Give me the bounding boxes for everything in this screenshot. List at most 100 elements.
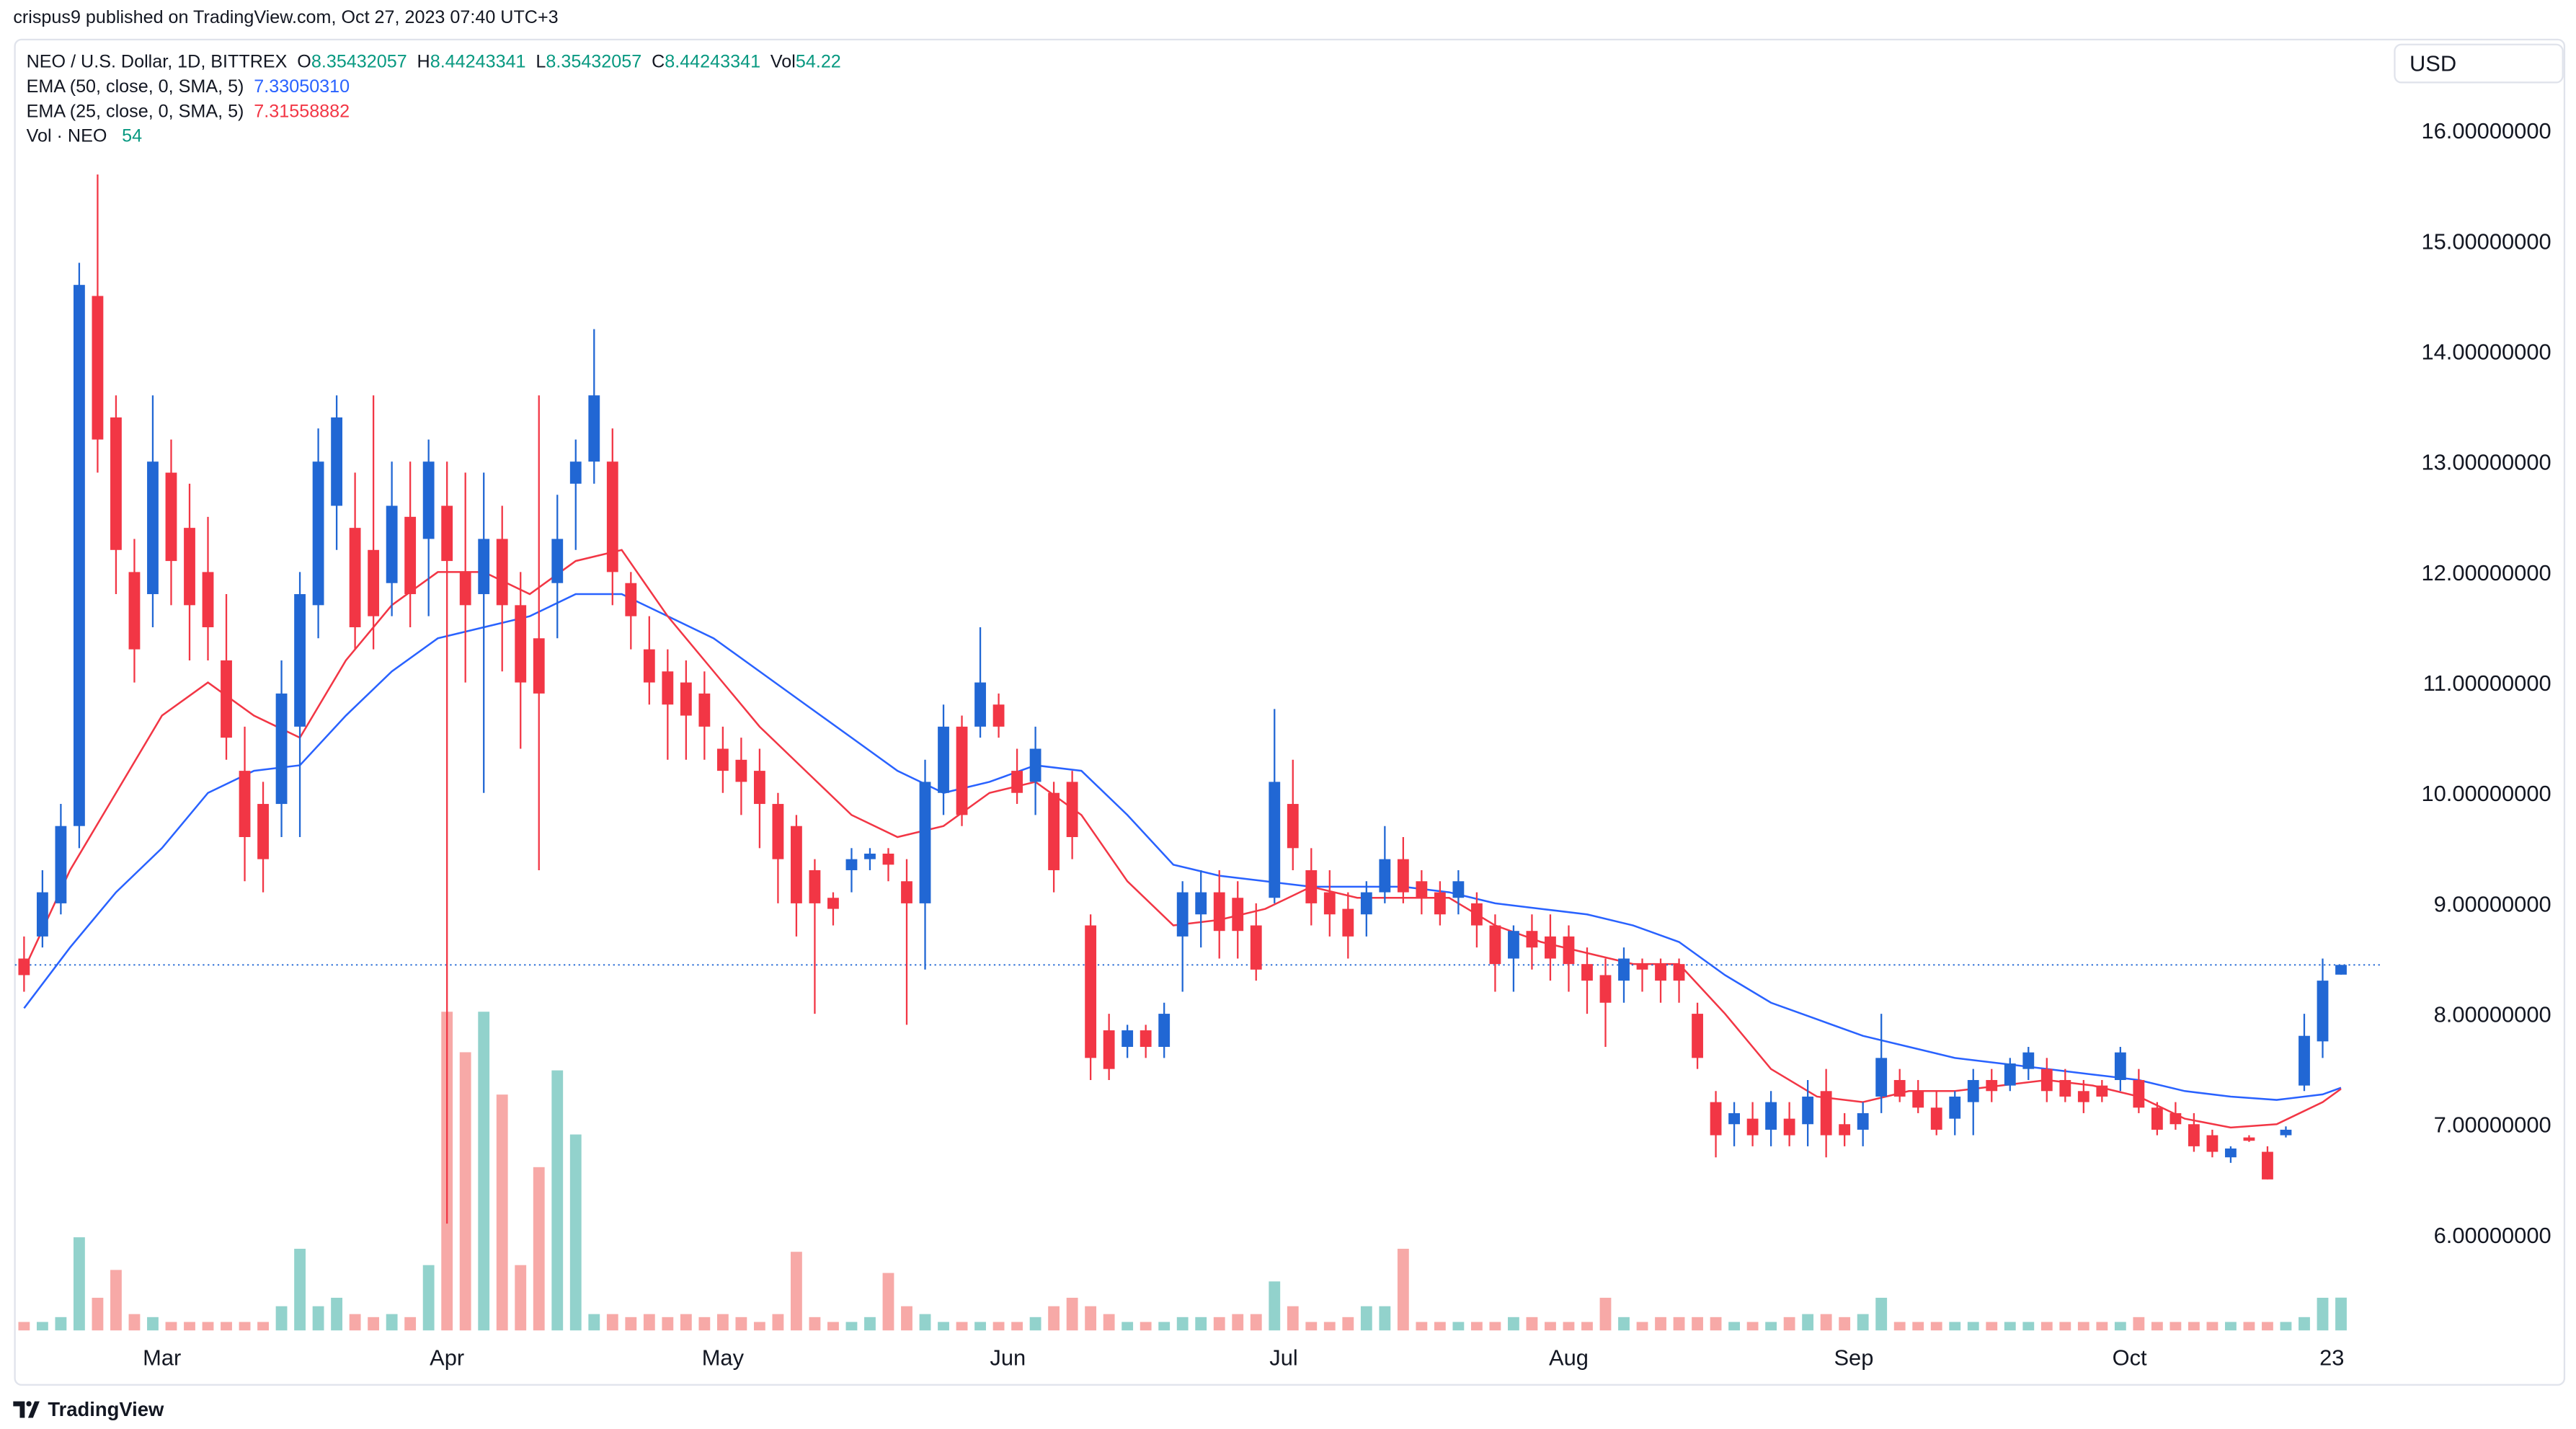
volume-bar — [1011, 1322, 1023, 1331]
volume-bar — [1287, 1306, 1299, 1331]
ohlc-value: 8.44243341 — [430, 52, 526, 72]
candle-body — [386, 505, 398, 583]
candle-body — [992, 704, 1005, 727]
volume-bar — [165, 1322, 177, 1331]
volume-bar — [55, 1317, 67, 1331]
candle-body — [1857, 1112, 1869, 1130]
ohlc-value: 8.35432057 — [546, 52, 641, 72]
candle-body — [55, 826, 67, 903]
legend-ohlc: NEO / U.S. Dollar, 1D, BITTREX O8.354320… — [27, 52, 841, 72]
candle-body — [2169, 1112, 2182, 1125]
candle-body — [2188, 1124, 2200, 1146]
volume-bar — [2317, 1297, 2329, 1331]
volume-bar — [753, 1322, 765, 1331]
candle-body — [128, 572, 141, 650]
candle-body — [18, 958, 30, 975]
candle-body — [2299, 1035, 2310, 1086]
candle-body — [2225, 1148, 2237, 1158]
candle-body — [1269, 782, 1281, 898]
candle-body — [1599, 975, 1612, 1003]
candle-body — [147, 461, 159, 595]
volume-bar — [864, 1317, 876, 1331]
volume-bar — [1820, 1314, 1832, 1331]
candle-body — [331, 417, 343, 506]
candle-body — [2059, 1079, 2071, 1097]
candle-body — [496, 539, 508, 606]
candle-body — [1636, 964, 1648, 970]
candle-body — [221, 660, 232, 738]
candle-body — [368, 549, 380, 616]
legend-ema25: EMA (25, close, 0, SMA, 5) 7.31558882 — [27, 101, 350, 121]
candle-body — [239, 771, 251, 838]
ohlc-label: L — [536, 52, 546, 72]
volume-bar — [588, 1314, 600, 1331]
volume-bar — [2169, 1322, 2182, 1331]
volume-bar — [1673, 1317, 1685, 1331]
candle-body — [551, 539, 564, 583]
volume-bar — [404, 1317, 417, 1331]
candle-body — [643, 649, 655, 683]
volume-bar — [1085, 1306, 1097, 1331]
volume-bar — [1875, 1297, 1888, 1331]
volume-bar — [2335, 1297, 2347, 1331]
volume-bar — [202, 1322, 214, 1331]
ohlc-label: O — [297, 52, 311, 72]
volume-bar — [533, 1167, 545, 1331]
volume-bar — [1048, 1306, 1060, 1331]
y-tick-label: 7.00000000 — [2434, 1112, 2551, 1138]
candle-body — [533, 638, 545, 694]
candle-body — [809, 870, 821, 903]
candle-body — [1048, 792, 1060, 870]
ohlc-label: H — [417, 52, 430, 72]
volume-bar — [2151, 1322, 2163, 1331]
volume-bar — [1508, 1317, 1519, 1331]
volume-bar — [1839, 1317, 1851, 1331]
candle-body — [1893, 1079, 1906, 1097]
x-tick-label: 23 — [2319, 1345, 2344, 1370]
volume-bar — [1802, 1314, 1814, 1331]
volume-bar — [1195, 1317, 1207, 1331]
volume-bar — [2206, 1322, 2219, 1331]
volume-bar — [1599, 1297, 1612, 1331]
volume-bar — [569, 1134, 582, 1331]
volume-bar — [239, 1322, 251, 1331]
volume-bar — [625, 1317, 637, 1331]
volume-bar — [1250, 1314, 1262, 1331]
volume-bar — [459, 1052, 471, 1331]
candle-body — [901, 881, 912, 903]
volume-bar — [1636, 1322, 1648, 1331]
volume-bar — [2077, 1322, 2089, 1331]
candle-body — [680, 682, 692, 716]
volume-bar — [147, 1317, 159, 1331]
candle-body — [2243, 1137, 2255, 1141]
candle-body — [1545, 936, 1556, 959]
candle-body — [791, 826, 802, 903]
volume-bar — [716, 1314, 729, 1331]
candle-body — [1470, 903, 1483, 926]
candle-body — [2151, 1107, 2163, 1130]
candle-body — [1360, 892, 1372, 915]
candle-body — [845, 859, 858, 870]
volume-bar — [901, 1306, 912, 1331]
candle-body — [294, 594, 306, 727]
volume-bar — [1526, 1317, 1538, 1331]
volume-bar — [1232, 1314, 1244, 1331]
candle-body — [1250, 925, 1262, 970]
candle-body — [1655, 964, 1666, 981]
candle-body — [404, 516, 417, 595]
volume-bar — [974, 1322, 986, 1331]
volume-bar — [1158, 1322, 1171, 1331]
candle-body — [1692, 1014, 1703, 1058]
x-tick-label: Apr — [430, 1345, 464, 1370]
x-tick-label: Jun — [990, 1345, 1026, 1370]
candle-body — [441, 505, 453, 562]
y-tick-label: 8.00000000 — [2434, 1002, 2551, 1027]
candle-body — [36, 892, 48, 937]
candle-body — [422, 461, 435, 539]
volume-bar — [1545, 1322, 1556, 1331]
legend-name: EMA (25, close, 0, SMA, 5) — [27, 101, 244, 121]
candle-body — [1397, 859, 1409, 893]
volume-bar — [1563, 1322, 1575, 1331]
candle-body — [1875, 1058, 1888, 1097]
